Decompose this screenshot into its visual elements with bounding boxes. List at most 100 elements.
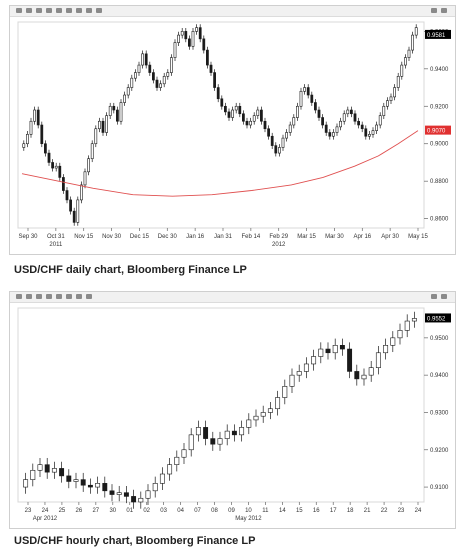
x-tick-label: Mar 30	[325, 234, 344, 240]
x-tick-label: 23	[398, 508, 405, 514]
toolbar-button-icon[interactable]	[441, 294, 447, 299]
candle-body	[216, 87, 220, 100]
candle-body	[267, 128, 270, 137]
candle-body	[375, 352, 381, 368]
candle-body	[44, 464, 50, 473]
toolbar-button-icon[interactable]	[76, 8, 82, 13]
x-tick-label: 24	[42, 508, 49, 514]
candle-body	[296, 371, 302, 376]
candle-body	[152, 72, 155, 81]
candle-body	[66, 475, 72, 482]
candle-body	[180, 31, 184, 36]
toolbar-button-icon[interactable]	[56, 8, 62, 13]
hourly-chart-panel: 0.9100 0.9200 0.9300 0.9400 0.9500 23 24 25 26 27…	[0, 285, 463, 554]
toolbar-button-icon[interactable]	[86, 294, 92, 299]
toolbar-button-icon[interactable]	[86, 8, 92, 13]
daily-chart: 0.86000.88000.90000.92000.94000.9600Sep …	[17, 21, 451, 248]
ma-label: 0.9070	[427, 129, 446, 135]
candle-body	[400, 64, 404, 77]
candle-body	[90, 143, 94, 160]
candle-body	[325, 348, 331, 354]
toolbar-button-icon[interactable]	[96, 8, 102, 13]
toolbar-button-icon[interactable]	[66, 8, 72, 13]
candle-body	[256, 109, 260, 116]
candle-body	[347, 348, 353, 372]
toolbar-button-icon[interactable]	[431, 294, 437, 299]
toolbar-button-icon[interactable]	[26, 8, 32, 13]
candle-body	[131, 496, 137, 503]
candle-body	[332, 132, 335, 137]
last-price-label: 0.9552	[427, 316, 446, 322]
toolbar-button-icon[interactable]	[431, 8, 437, 13]
hourly-chart-frame: 0.9100 0.9200 0.9300 0.9400 0.9500 23 24 25 26 27…	[9, 291, 456, 529]
x-tick-label: 24	[415, 508, 422, 514]
candle-body	[148, 64, 152, 73]
candle-body	[130, 77, 134, 88]
candle-body	[51, 162, 54, 169]
x-tick-label: Feb 14	[242, 234, 261, 240]
hourly-chart: 0.9100 0.9200 0.9300 0.9400 0.9500 23 24 25 26 27…	[17, 307, 451, 522]
candle-body	[195, 27, 198, 32]
x-tick-label: 16	[313, 508, 320, 514]
x-tick-label: Nov 15	[74, 234, 94, 240]
candle-body	[383, 345, 389, 354]
x-tick-label: 22	[381, 508, 388, 514]
x-tick-label: Jan 16	[186, 234, 205, 240]
candle-body	[375, 124, 378, 131]
candle-body	[339, 120, 342, 128]
candle-body	[73, 479, 79, 482]
candle-body	[213, 72, 216, 88]
candle-body	[181, 449, 187, 458]
candle-body	[346, 109, 350, 115]
candle-body	[58, 165, 62, 178]
toolbar-button-icon[interactable]	[66, 294, 72, 299]
candle-body	[174, 456, 180, 465]
candle-body	[134, 72, 137, 79]
candle-body	[245, 120, 249, 126]
candle-body	[123, 492, 129, 497]
y-tick-label: 0.9000	[430, 142, 449, 148]
candle-body	[354, 371, 360, 380]
toolbar-button-icon[interactable]	[36, 8, 42, 13]
toolbar-button-icon[interactable]	[46, 294, 52, 299]
candle-body	[242, 113, 245, 122]
candle-body	[393, 87, 396, 98]
candle-body	[202, 38, 206, 51]
candle-body	[188, 434, 194, 451]
toolbar-button-icon[interactable]	[46, 8, 52, 13]
y-tick-label: 0.8800	[430, 179, 449, 185]
toolbar-button-icon[interactable]	[16, 294, 22, 299]
toolbar-button-icon[interactable]	[36, 294, 42, 299]
x-tick-label: Nov 30	[102, 234, 122, 240]
x-tick-label: May 15	[408, 234, 428, 240]
candle-body	[253, 415, 259, 421]
candle-body	[267, 408, 273, 413]
candle-body	[152, 483, 158, 492]
candle-body	[72, 210, 76, 223]
toolbar-button-icon[interactable]	[56, 294, 62, 299]
x-tick-label: 03	[160, 508, 167, 514]
candle-body	[54, 165, 58, 169]
candle-body	[299, 90, 303, 107]
toolbar-button-icon[interactable]	[16, 8, 22, 13]
toolbar-button-icon[interactable]	[441, 8, 447, 13]
candle-body	[289, 374, 295, 387]
candle-body	[170, 57, 173, 73]
candle-body	[389, 96, 393, 101]
candle-body	[353, 113, 357, 122]
toolbar-button-icon[interactable]	[76, 294, 82, 299]
x-tick-label: 11	[262, 508, 269, 514]
candle-body	[314, 102, 317, 111]
toolbar-button-icon[interactable]	[26, 294, 32, 299]
candle-body	[332, 345, 338, 354]
candle-body	[368, 134, 371, 137]
candle-body	[303, 87, 306, 92]
candle-body	[364, 128, 368, 137]
candle-body	[37, 464, 43, 471]
x-tick-label: 25	[59, 508, 66, 514]
candle-body	[414, 27, 418, 36]
candle-body	[206, 49, 209, 66]
x-tick-label: 14	[279, 508, 286, 514]
candle-body	[220, 98, 224, 107]
chart-toolbar	[10, 6, 455, 17]
